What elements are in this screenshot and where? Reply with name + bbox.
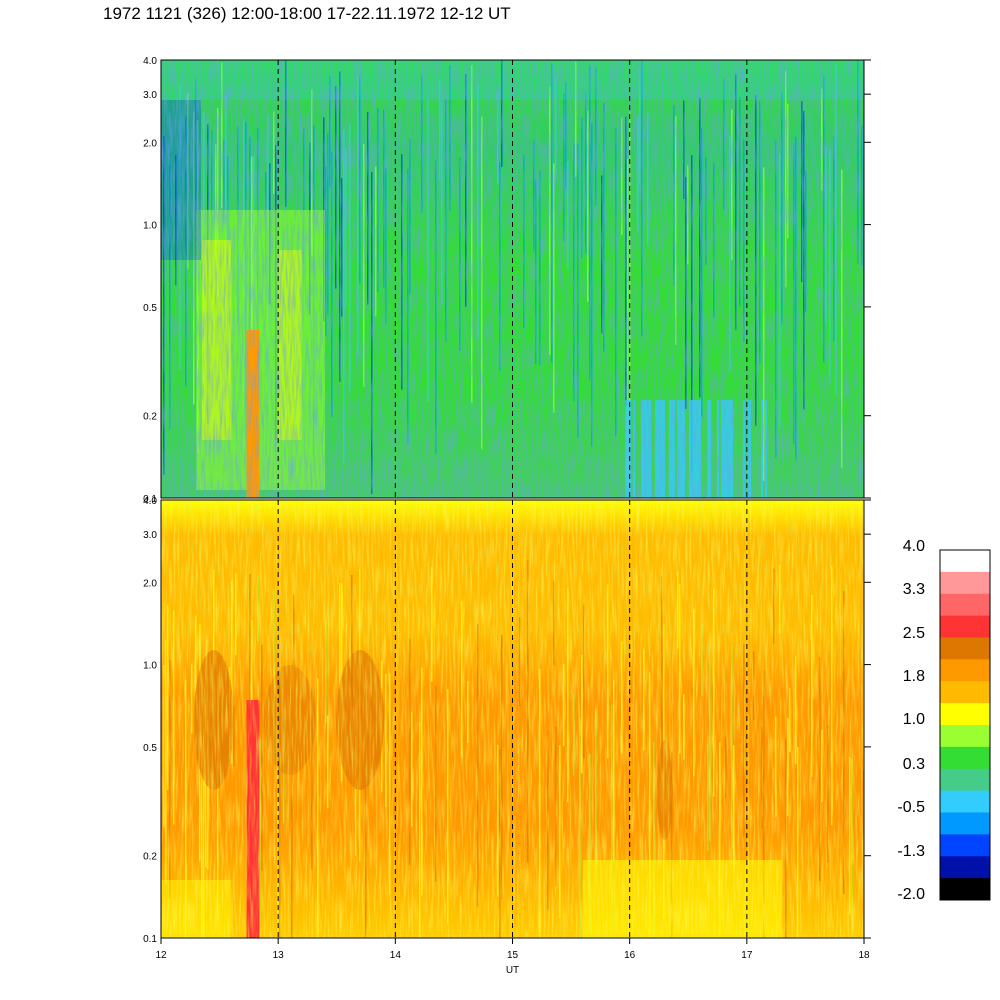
axes: 4.03.02.01.00.50.20.14.03.02.01.00.50.20… bbox=[143, 56, 871, 976]
colorbar-swatch bbox=[940, 725, 990, 748]
y-tick-label: 1.0 bbox=[143, 661, 157, 672]
y-tick-label: 4.0 bbox=[143, 56, 157, 67]
y-tick-label: 2.0 bbox=[143, 138, 157, 149]
colorbar-label: 3.3 bbox=[903, 581, 925, 598]
chart-title: 1972 1121 (326) 12:00-18:00 17-22.11.197… bbox=[103, 4, 511, 23]
colorbar-swatch bbox=[940, 856, 990, 879]
colorbar-label: -1.3 bbox=[897, 843, 925, 860]
colorbar-swatch bbox=[940, 746, 990, 770]
x-tick-label: 16 bbox=[624, 950, 636, 961]
colorbar-swatch bbox=[940, 703, 990, 726]
colorbar-label: -0.5 bbox=[897, 799, 925, 816]
heatmap-texture bbox=[161, 500, 864, 660]
x-tick-label: 13 bbox=[273, 950, 285, 961]
colorbar-swatch bbox=[940, 878, 990, 901]
colorbar-swatch bbox=[940, 615, 990, 638]
y-tick-label: 0.1 bbox=[143, 494, 157, 505]
colorbar-swatch bbox=[940, 571, 990, 595]
colorbar-swatch bbox=[940, 550, 990, 573]
y-tick-label: 0.2 bbox=[143, 852, 157, 863]
colorbar-label: -2.0 bbox=[897, 886, 925, 903]
y-tick-label: 0.5 bbox=[143, 743, 157, 754]
x-tick-label: 15 bbox=[507, 950, 519, 961]
x-axis-label: UT bbox=[506, 965, 519, 976]
x-tick-label: 17 bbox=[741, 950, 753, 961]
x-tick-label: 12 bbox=[155, 950, 167, 961]
colorbar-swatch bbox=[940, 681, 990, 704]
colorbar-swatch bbox=[940, 812, 990, 835]
y-tick-label: 3.0 bbox=[143, 90, 157, 101]
colorbar-frame bbox=[939, 549, 991, 901]
y-tick-label: 1.0 bbox=[143, 221, 157, 232]
colorbar-swatch bbox=[940, 790, 990, 813]
colorbar-swatch bbox=[940, 768, 990, 792]
colorbar-label: 1.8 bbox=[903, 668, 925, 685]
y-tick-label: 3.0 bbox=[143, 530, 157, 541]
colorbar-swatch bbox=[940, 834, 990, 857]
colorbar-label: 4.0 bbox=[903, 538, 925, 555]
colorbar-swatch bbox=[940, 593, 990, 617]
colorbar-swatch bbox=[940, 637, 990, 660]
y-tick-label: 4.0 bbox=[143, 496, 157, 507]
colorbar-label: 2.5 bbox=[903, 625, 925, 642]
x-tick-label: 18 bbox=[858, 950, 870, 961]
colorbar: 4.0 3.3 2.5 1.8 1.0 0.3 -0.5 -1.3 -2.0 bbox=[897, 538, 991, 903]
colorbar-label: 0.3 bbox=[903, 756, 925, 773]
colorbar-swatch bbox=[940, 659, 990, 682]
x-tick-label: 14 bbox=[390, 950, 402, 961]
y-tick-label: 2.0 bbox=[143, 578, 157, 589]
y-tick-label: 0.2 bbox=[143, 412, 157, 423]
y-tick-label: 0.5 bbox=[143, 303, 157, 314]
colorbar-label: 1.0 bbox=[903, 711, 925, 728]
y-tick-label: 0.1 bbox=[143, 934, 157, 945]
